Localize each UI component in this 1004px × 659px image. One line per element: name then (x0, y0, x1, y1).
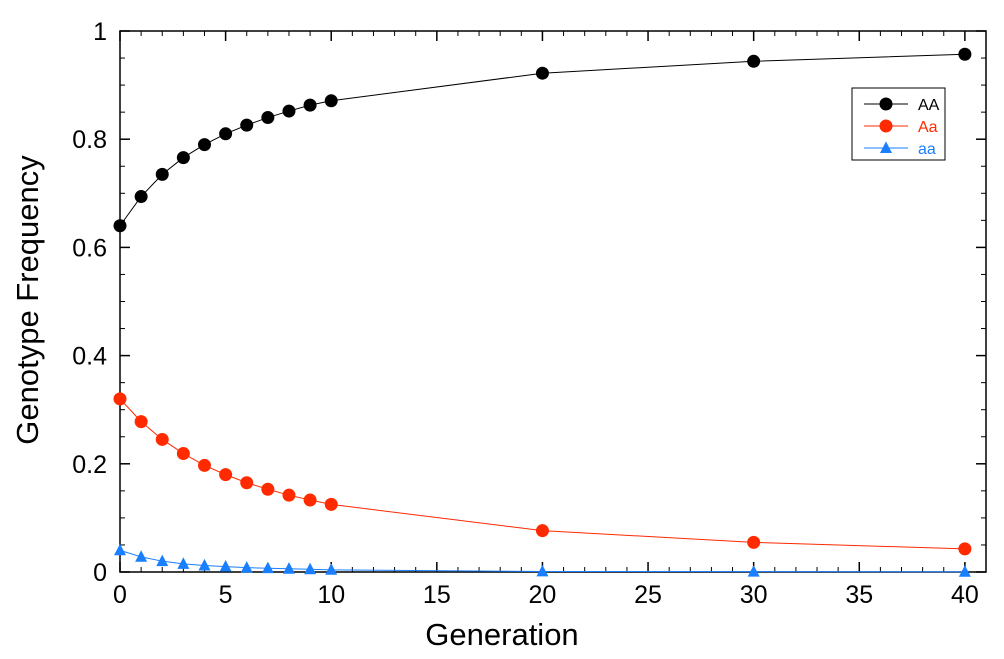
data-point-AA (219, 127, 233, 141)
y-tick-label: 1 (93, 18, 107, 46)
data-point-aa (325, 563, 338, 575)
data-point-Aa (747, 535, 761, 549)
data-point-AA (747, 54, 761, 68)
data-point-aa (114, 543, 126, 556)
y-tick-label: 0.6 (72, 234, 107, 262)
data-point-aa (261, 561, 274, 574)
data-point-Aa (155, 432, 169, 446)
data-point-aa (135, 550, 148, 562)
data-point-aa (177, 557, 190, 569)
series-AA (113, 47, 972, 233)
data-point-AA (303, 98, 317, 112)
x-tick-label: 0 (113, 581, 127, 609)
data-point-aa (282, 562, 295, 574)
x-tick-label: 25 (634, 581, 662, 609)
data-point-Aa (261, 482, 275, 496)
x-axis-title: Generation (425, 617, 578, 652)
data-point-aa (304, 562, 317, 575)
y-tick-label: 0.4 (72, 343, 107, 371)
data-point-aa (219, 559, 232, 572)
data-point-Aa (113, 392, 127, 406)
data-point-Aa (219, 468, 233, 482)
y-tick-label: 0 (93, 559, 107, 587)
y-tick-label: 0.8 (72, 126, 107, 154)
x-tick-label: 10 (317, 581, 345, 609)
legend: AA Aa aa (851, 87, 946, 161)
data-point-Aa (134, 415, 148, 429)
x-tick-label: 15 (423, 581, 451, 609)
data-point-aa (198, 558, 211, 571)
y-axis-title: Genotype Frequency (10, 155, 45, 445)
data-point-Aa (197, 458, 211, 472)
data-point-Aa (535, 524, 549, 538)
data-point-AA (134, 190, 148, 204)
data-point-AA (261, 111, 275, 125)
data-point-AA (240, 118, 254, 132)
series-layer (113, 47, 972, 577)
x-tick-label: 20 (529, 581, 557, 609)
axis-tick-labels: 0 5 10 15 20 25 30 35 40 0 0.2 0.4 0.6 0.8 1 (72, 18, 979, 609)
data-point-AA (113, 219, 127, 233)
data-point-AA (535, 66, 549, 80)
data-point-aa (747, 565, 760, 577)
legend-marker-aa (880, 141, 892, 153)
axis-ticks (119, 30, 986, 573)
x-tick-label: 5 (219, 581, 233, 609)
data-point-Aa (176, 447, 190, 461)
legend-label-aa: aa (918, 141, 936, 158)
data-point-Aa (303, 493, 317, 507)
legend-label-Aa: Aa (918, 119, 938, 136)
data-point-aa (536, 564, 549, 577)
x-tick-label: 30 (740, 581, 768, 609)
data-point-Aa (324, 497, 338, 511)
data-point-AA (197, 138, 211, 152)
data-point-Aa (958, 542, 972, 556)
legend-marker-AA (879, 97, 893, 111)
data-point-aa (240, 561, 253, 573)
data-point-aa (958, 565, 971, 577)
y-tick-label: 0.2 (72, 451, 107, 479)
data-point-AA (155, 167, 169, 181)
legend-label-AA: AA (918, 97, 940, 114)
legend-marker-Aa (879, 119, 893, 133)
x-tick-label: 40 (951, 581, 979, 609)
data-point-AA (324, 94, 338, 108)
data-point-AA (176, 151, 190, 165)
x-tick-label: 35 (845, 581, 873, 609)
series-line-AA (119, 53, 965, 227)
series-Aa (113, 392, 972, 556)
data-point-Aa (282, 488, 296, 502)
data-point-Aa (240, 476, 254, 490)
series-aa (114, 543, 971, 577)
data-point-aa (156, 554, 169, 567)
data-point-AA (958, 47, 972, 61)
data-point-AA (282, 104, 296, 118)
